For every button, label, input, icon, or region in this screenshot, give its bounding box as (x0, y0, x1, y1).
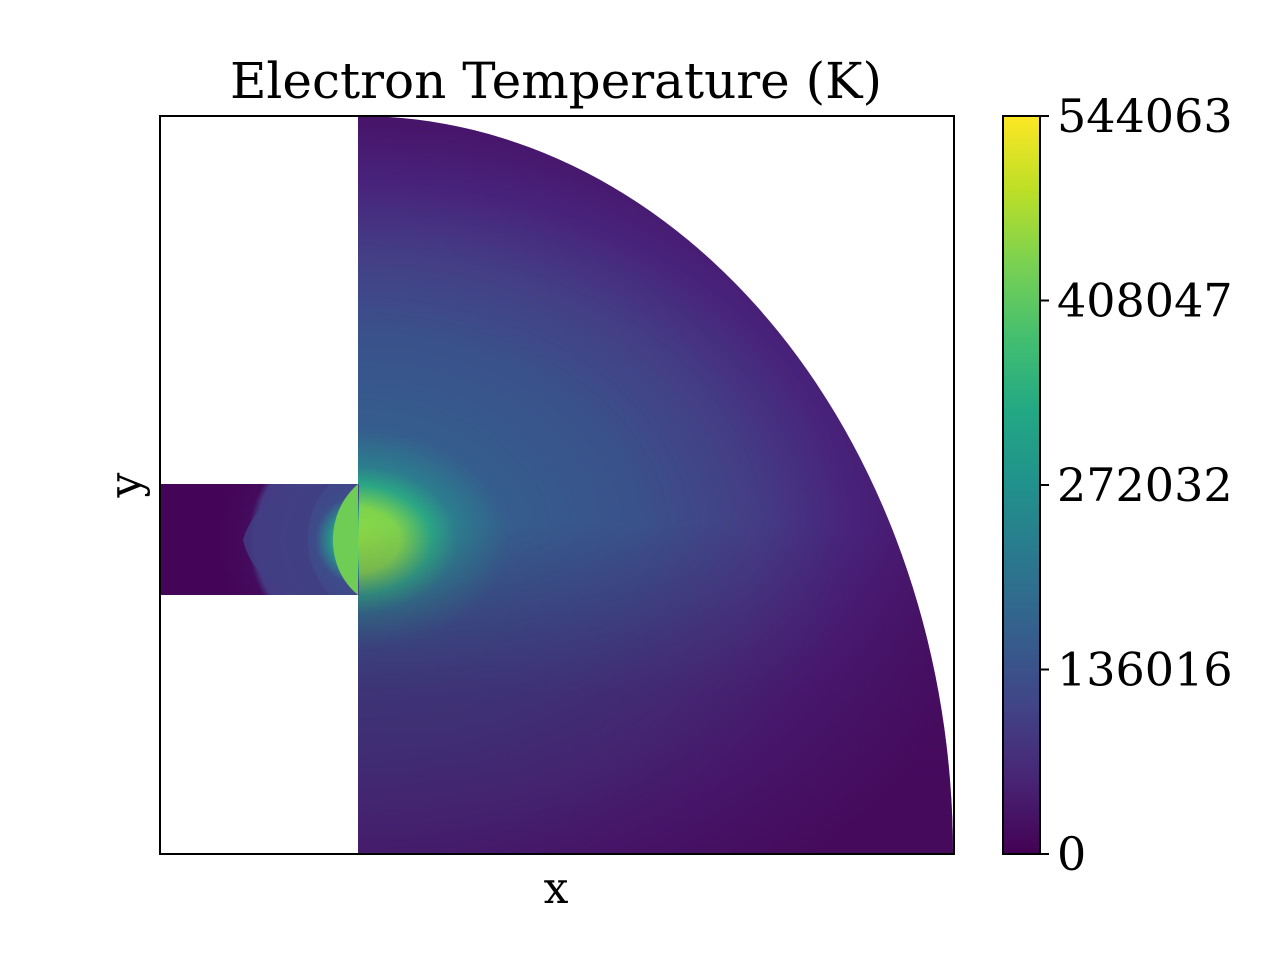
colorbar: 0 136016 272032 408047 544063 (1002, 89, 1233, 881)
x-axis-label: x (544, 863, 569, 914)
chart-title: Electron Temperature (K) (230, 52, 882, 110)
colorbar-tick-label: 544063 (1057, 89, 1233, 143)
plot-area (159, 115, 955, 855)
colorbar-tick-label: 136016 (1057, 642, 1233, 696)
colorbar-fill (1003, 116, 1040, 854)
colorbar-tick-label: 0 (1057, 827, 1086, 881)
colorbar-tick-label: 272032 (1057, 458, 1233, 512)
plot-frame (159, 115, 955, 855)
temperature-field-outer-domain (358, 116, 953, 854)
colorbar-tick-label: 408047 (1057, 274, 1233, 328)
outer-domain-lower-shade (358, 116, 953, 854)
y-axis-label: y (100, 472, 151, 498)
colorbar-ticks: 0 136016 272032 408047 544063 (1040, 89, 1233, 881)
channel-front (333, 484, 358, 595)
temperature-field-channel (160, 484, 359, 595)
channel-inner-plume (243, 484, 330, 595)
